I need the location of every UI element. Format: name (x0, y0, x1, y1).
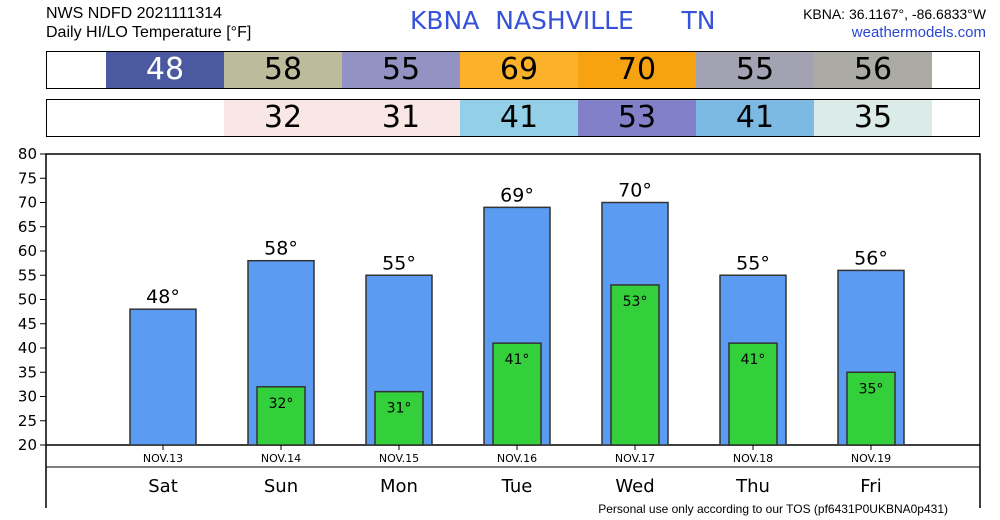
low-bar-fri (846, 371, 896, 446)
high-strip-cell-5: 55 (696, 52, 814, 88)
chart-header-left: NWS NDFD 2021111314 Daily HI/LO Temperat… (46, 4, 251, 42)
low-bar-label-sun: 32° (269, 396, 294, 412)
low-bar-label-wed: 53° (623, 294, 648, 310)
low-temperature-strip: 32 31 41 53 41 35 (46, 99, 980, 137)
high-bar-label-thu: 55° (736, 252, 770, 274)
low-strip-cell-0 (106, 100, 224, 136)
date-label-5: NOV.18 (733, 452, 773, 465)
high-strip-cell-1: 58 (224, 52, 342, 88)
date-label-3: NOV.16 (497, 452, 537, 465)
high-strip-cell-3: 69 (460, 52, 578, 88)
high-bar-label-wed: 70° (618, 180, 652, 202)
high-bar-label-tue: 69° (500, 184, 534, 206)
low-bar-thu (728, 342, 778, 446)
low-bar-wed (610, 284, 660, 446)
low-strip-cell-2: 31 (342, 100, 460, 136)
low-bar-label-tue: 41° (505, 352, 530, 368)
y-tick-label-0: 20 (18, 436, 37, 454)
high-bar-label-fri: 56° (854, 247, 888, 269)
date-label-1: NOV.14 (261, 452, 301, 465)
low-strip-cell-3: 41 (460, 100, 578, 136)
high-bar-label-mon: 55° (382, 252, 416, 274)
low-bar-label-thu: 41° (741, 352, 766, 368)
date-label-6: NOV.19 (851, 452, 891, 465)
high-temperature-strip: 48 58 55 69 70 55 56 (46, 51, 980, 89)
y-tick-label-6: 50 (18, 291, 37, 309)
date-label-2: NOV.15 (379, 452, 419, 465)
low-bar-tue (492, 342, 542, 446)
high-bar-label-sun: 58° (264, 238, 298, 260)
low-strip-cell-4: 53 (578, 100, 696, 136)
day-label-tue: Tue (501, 476, 533, 497)
chart-title: Daily HI/LO Temperature [°F] (46, 24, 252, 41)
y-tick-label-7: 55 (18, 266, 37, 284)
day-label-sun: Sun (264, 476, 298, 497)
date-label-4: NOV.17 (615, 452, 655, 465)
y-tick-label-8: 60 (18, 242, 37, 260)
terms-footer: Personal use only according to our TOS (… (598, 502, 948, 516)
station-title: KBNA NASHVILLE TN (410, 6, 716, 35)
y-tick-label-9: 65 (18, 218, 37, 236)
y-tick-label-4: 40 (18, 339, 37, 357)
model-run-label: NWS NDFD 2021111314 (46, 5, 223, 22)
low-strip-cell-1: 32 (224, 100, 342, 136)
low-strip-cell-5: 41 (696, 100, 814, 136)
high-strip-cell-2: 55 (342, 52, 460, 88)
day-label-mon: Mon (380, 476, 418, 497)
high-strip-cell-4: 70 (578, 52, 696, 88)
y-tick-label-11: 75 (18, 169, 37, 187)
y-tick-label-1: 25 (18, 412, 37, 430)
low-bar-mon (374, 390, 424, 446)
low-strip-cell-6: 35 (814, 100, 932, 136)
day-label-sat: Sat (148, 476, 178, 497)
low-bar-label-fri: 35° (859, 381, 884, 397)
day-label-thu: Thu (735, 476, 770, 497)
high-bar-sat (129, 308, 197, 446)
y-tick-label-10: 70 (18, 194, 37, 212)
date-label-0: NOV.13 (143, 452, 183, 465)
day-label-fri: Fri (860, 476, 881, 497)
y-tick-label-3: 35 (18, 363, 37, 381)
low-bar-label-mon: 31° (387, 401, 412, 417)
high-bar-label-sat: 48° (146, 286, 180, 308)
y-tick-label-12: 80 (18, 145, 37, 163)
high-strip-cell-6: 56 (814, 52, 932, 88)
high-strip-cell-0: 48 (106, 52, 224, 88)
station-coordinates: KBNA: 36.1167°, -86.6833°W (803, 6, 986, 22)
y-tick-label-2: 30 (18, 388, 37, 406)
y-tick-label-5: 45 (18, 315, 37, 333)
site-link[interactable]: weathermodels.com (851, 24, 986, 41)
day-label-wed: Wed (615, 476, 654, 497)
